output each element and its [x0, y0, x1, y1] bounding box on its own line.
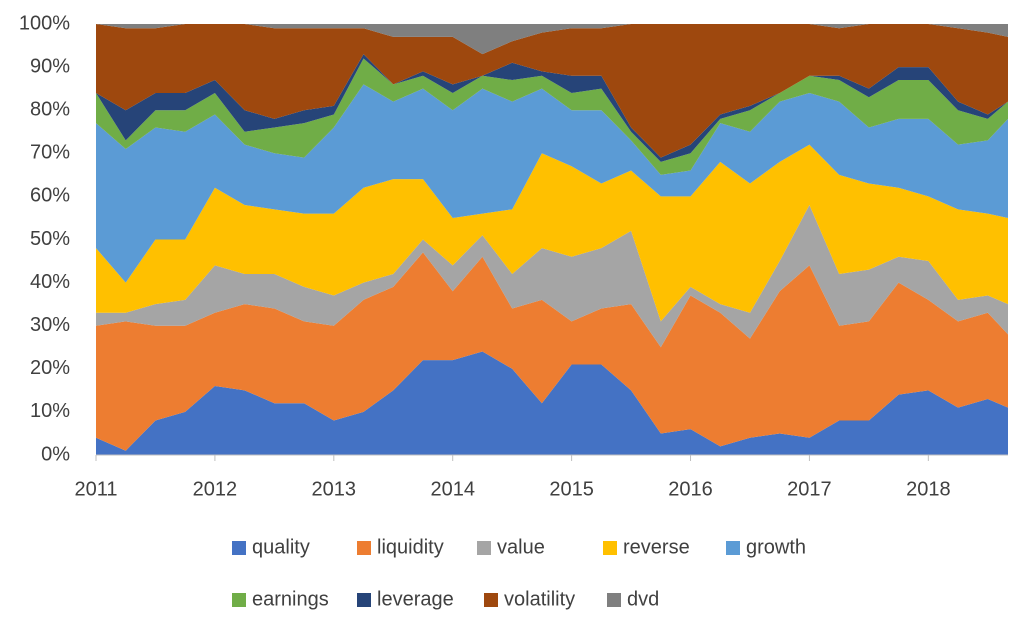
- area: [96, 205, 1008, 348]
- legend-label: liquidity: [377, 536, 444, 558]
- area: [96, 84, 1008, 283]
- y-tick-label: 0%: [41, 443, 70, 465]
- y-tick-label: 80%: [30, 98, 70, 120]
- legend-label: leverage: [377, 588, 454, 610]
- y-tick-label: 100%: [19, 12, 70, 34]
- x-tick-label: 2016: [668, 478, 713, 500]
- y-tick-label: 60%: [30, 185, 70, 207]
- legend-label: growth: [746, 536, 806, 558]
- area: [96, 144, 1008, 322]
- legend-label: dvd: [627, 588, 659, 610]
- legend-swatch: [357, 593, 371, 607]
- legend-label: volatility: [504, 588, 575, 610]
- x-tick-label: 2017: [787, 478, 832, 500]
- y-tick-label: 30%: [30, 314, 70, 336]
- x-tick-label: 2014: [430, 478, 475, 500]
- legend-swatch: [603, 541, 617, 555]
- legend-label: quality: [252, 536, 310, 558]
- x-tick-label: 2018: [906, 478, 951, 500]
- area: [96, 351, 1008, 455]
- x-tick-label: 2012: [193, 478, 238, 500]
- legend-swatch: [477, 541, 491, 555]
- y-tick-label: 50%: [30, 228, 70, 250]
- legend-label: value: [497, 536, 545, 558]
- area: [96, 58, 1008, 175]
- y-tick-label: 40%: [30, 271, 70, 293]
- x-tick-label: 2013: [312, 478, 357, 500]
- y-tick-label: 90%: [30, 55, 70, 77]
- legend-label: reverse: [623, 536, 690, 558]
- area: [96, 24, 1008, 158]
- legend-swatch: [484, 593, 498, 607]
- legend-label: earnings: [252, 588, 329, 610]
- area: [96, 54, 1008, 162]
- y-tick-label: 70%: [30, 142, 70, 164]
- area: [96, 252, 1008, 451]
- legend-swatch: [607, 593, 621, 607]
- y-tick-label: 10%: [30, 400, 70, 422]
- y-tick-label: 20%: [30, 357, 70, 379]
- x-tick-label: 2015: [549, 478, 594, 500]
- legend-swatch: [232, 593, 246, 607]
- area: [96, 24, 1008, 55]
- legend-swatch: [357, 541, 371, 555]
- legend-swatch: [232, 541, 246, 555]
- x-tick-label: 2011: [74, 478, 117, 500]
- legend-swatch: [726, 541, 740, 555]
